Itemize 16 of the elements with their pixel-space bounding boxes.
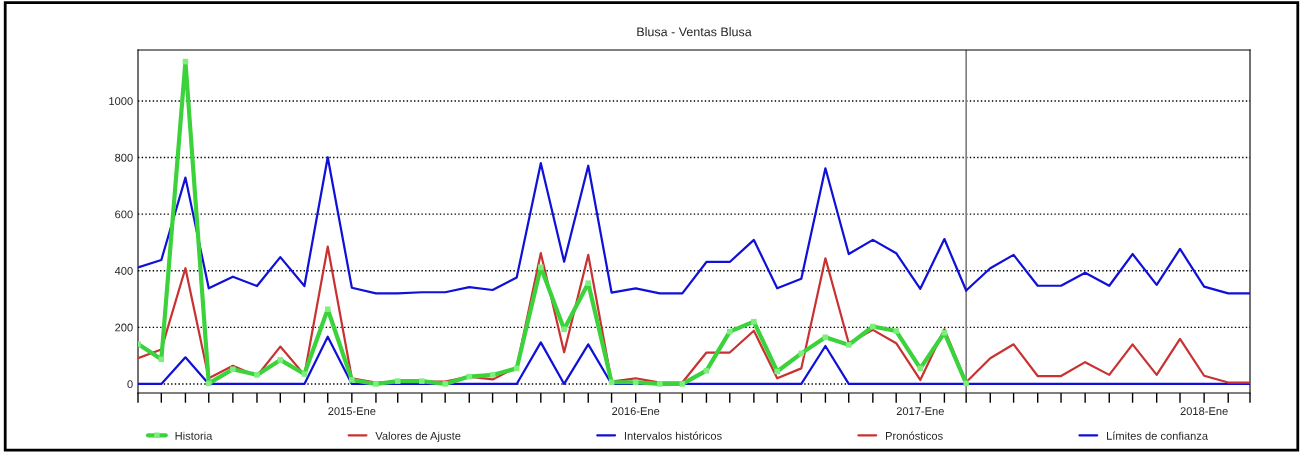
x-tick-label: 2016-Ene	[612, 407, 660, 416]
x-tick-label: 2017-Ene	[896, 407, 944, 416]
y-tick-label: 200	[115, 323, 133, 332]
legend-label: Intervalos históricos	[624, 431, 722, 440]
legend-label: Valores de Ajuste	[375, 431, 461, 442]
x-tick-label: 2018-Ene	[1180, 407, 1228, 416]
chart-title: Blusa - Ventas Blusa	[637, 27, 752, 37]
y-tick-label: 600	[115, 210, 133, 219]
y-tick-label: 0	[127, 380, 133, 389]
legend-label: Pronósticos	[885, 431, 943, 440]
y-tick-label: 800	[115, 153, 133, 162]
legend-label: Límites de confianza	[1107, 431, 1209, 440]
y-tick-label: 400	[114, 267, 133, 275]
legend-label: Historia	[175, 431, 213, 440]
x-tick-label: 2015-Ene	[328, 407, 376, 416]
y-tick-label: 1000	[109, 97, 133, 106]
